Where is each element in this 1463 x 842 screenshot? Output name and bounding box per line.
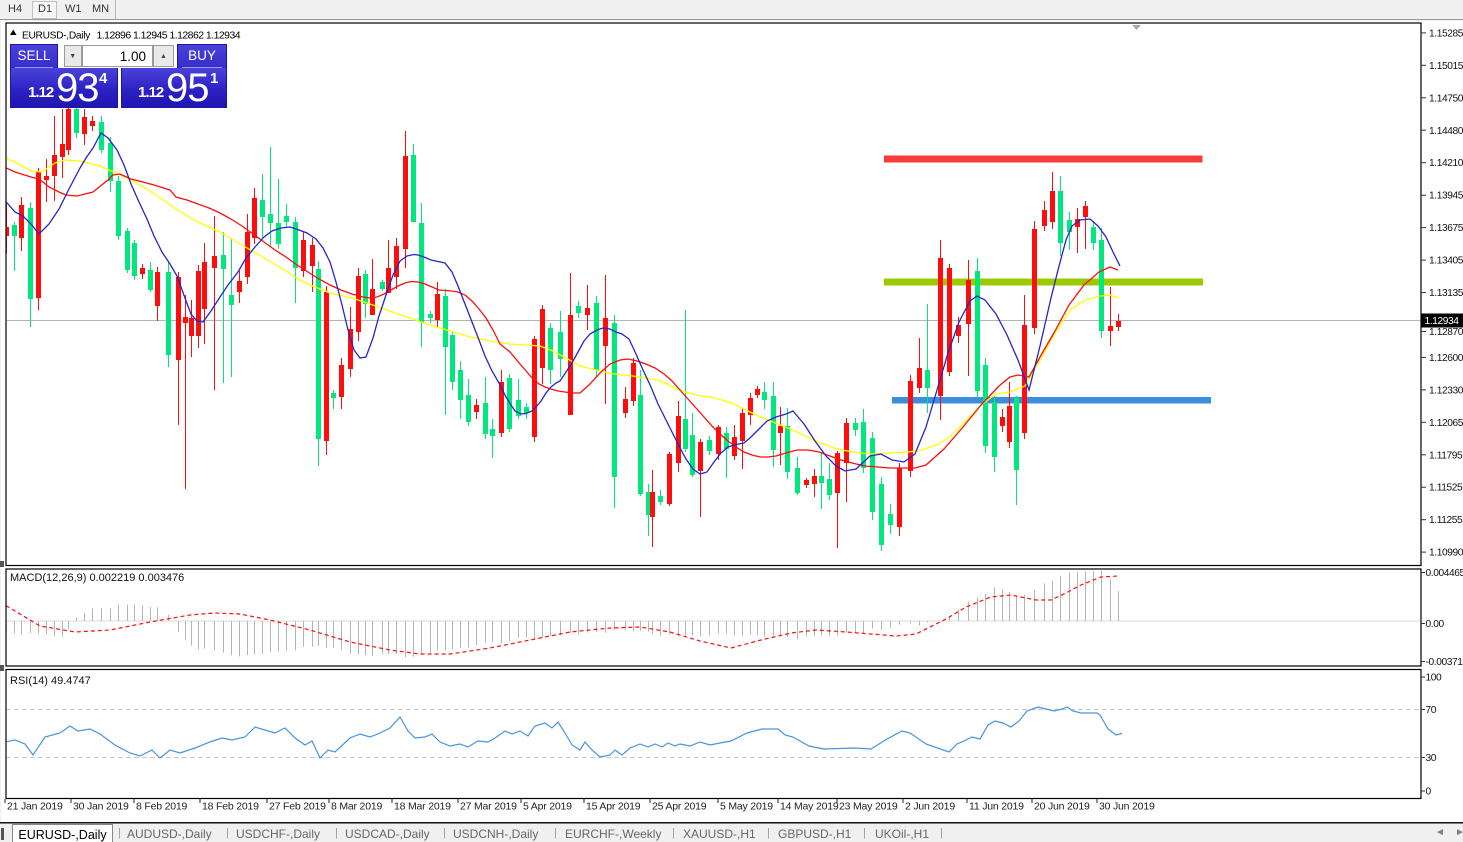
svg-text:1.14210: 1.14210 — [1429, 158, 1463, 169]
svg-text:1.14750: 1.14750 — [1429, 93, 1463, 104]
svg-text:100: 100 — [1426, 673, 1443, 684]
svg-text:0.004465: 0.004465 — [1426, 568, 1463, 579]
svg-text:20 Jun 2019: 20 Jun 2019 — [1034, 801, 1090, 813]
svg-text:1.10990: 1.10990 — [1429, 548, 1463, 559]
svg-text:-0.003715: -0.003715 — [1426, 657, 1463, 668]
svg-text:1.13135: 1.13135 — [1429, 288, 1463, 299]
svg-text:8 Feb 2019: 8 Feb 2019 — [136, 801, 187, 813]
svg-text:EURUSD-,Daily: EURUSD-,Daily — [22, 31, 91, 42]
svg-text:18 Feb 2019: 18 Feb 2019 — [202, 801, 259, 813]
svg-text:1.11255: 1.11255 — [1429, 515, 1463, 526]
svg-text:27 Mar 2019: 27 Mar 2019 — [460, 801, 517, 813]
svg-text:25 Apr 2019: 25 Apr 2019 — [652, 801, 707, 813]
svg-text:1.15015: 1.15015 — [1429, 61, 1463, 72]
svg-text:0: 0 — [1426, 787, 1432, 798]
svg-text:1.12896 1.12945 1.12862 1.1293: 1.12896 1.12945 1.12862 1.12934 — [97, 30, 241, 42]
svg-text:1.12870: 1.12870 — [1429, 327, 1463, 338]
svg-text:23 May 2019: 23 May 2019 — [839, 801, 898, 813]
svg-text:18 Mar 2019: 18 Mar 2019 — [394, 801, 451, 813]
svg-text:1.11525: 1.11525 — [1429, 483, 1463, 494]
svg-text:70: 70 — [1426, 705, 1437, 716]
svg-text:30: 30 — [1426, 753, 1437, 764]
svg-text:1.15285: 1.15285 — [1429, 28, 1463, 39]
svg-text:RSI(14) 49.4747: RSI(14) 49.4747 — [10, 675, 91, 687]
svg-text:1.12934: 1.12934 — [1425, 316, 1460, 327]
svg-text:21 Jan 2019: 21 Jan 2019 — [7, 801, 63, 813]
svg-text:11 Jun 2019: 11 Jun 2019 — [969, 801, 1024, 813]
svg-text:5 May 2019: 5 May 2019 — [720, 801, 773, 813]
svg-text:2 Jun 2019: 2 Jun 2019 — [905, 801, 955, 813]
svg-text:1.13945: 1.13945 — [1429, 191, 1463, 202]
svg-text:0.00: 0.00 — [1426, 619, 1445, 630]
svg-text:15 Apr 2019: 15 Apr 2019 — [586, 801, 641, 813]
svg-text:1.12065: 1.12065 — [1429, 418, 1463, 429]
svg-text:1.14480: 1.14480 — [1429, 126, 1463, 137]
svg-text:1.11795: 1.11795 — [1429, 450, 1463, 461]
svg-text:30 Jan 2019: 30 Jan 2019 — [73, 801, 129, 813]
svg-text:1.13675: 1.13675 — [1429, 223, 1463, 234]
svg-text:27 Feb 2019: 27 Feb 2019 — [269, 801, 326, 813]
svg-text:1.12330: 1.12330 — [1429, 385, 1463, 396]
svg-text:14 May 2019: 14 May 2019 — [780, 801, 839, 813]
svg-text:30 Jun 2019: 30 Jun 2019 — [1099, 801, 1155, 813]
svg-text:1.12600: 1.12600 — [1429, 353, 1463, 364]
svg-text:5 Apr 2019: 5 Apr 2019 — [523, 801, 572, 813]
svg-text:1.13405: 1.13405 — [1429, 256, 1463, 267]
svg-text:8 Mar 2019: 8 Mar 2019 — [331, 801, 382, 813]
svg-text:MACD(12,26,9) 0.002219 0.00347: MACD(12,26,9) 0.002219 0.003476 — [10, 572, 184, 584]
